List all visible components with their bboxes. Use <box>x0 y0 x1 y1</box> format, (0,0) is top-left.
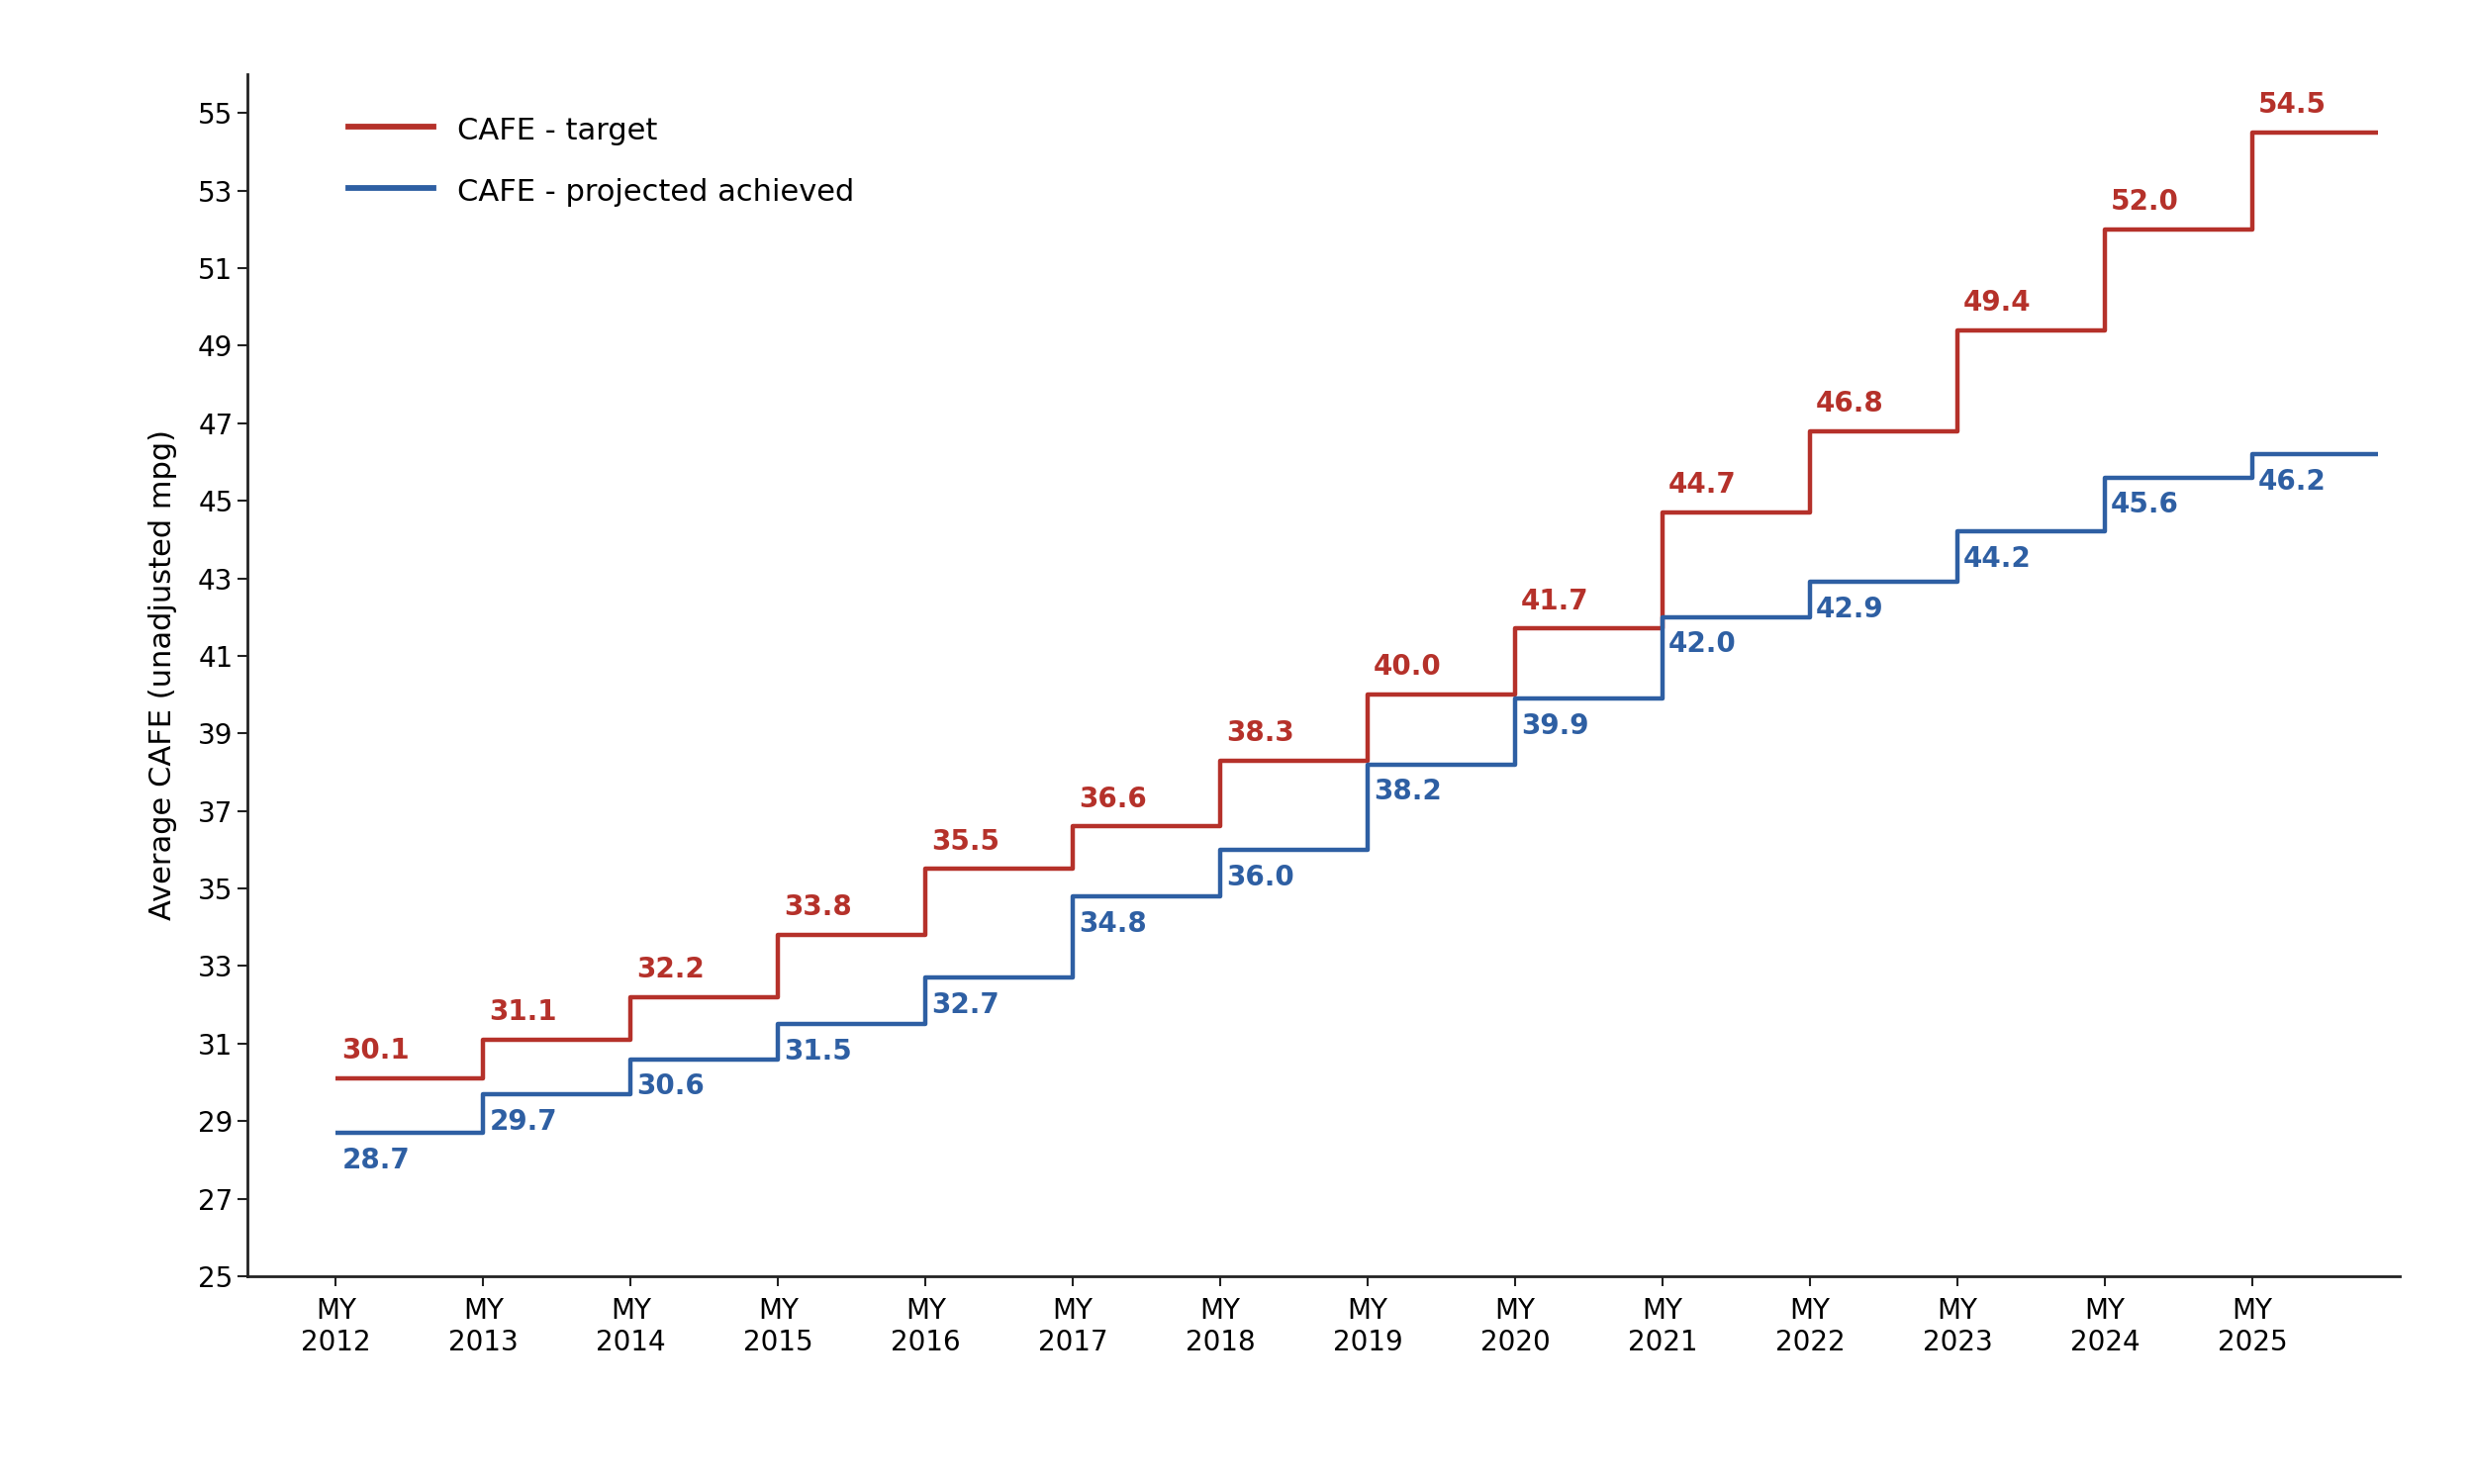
Text: 54.5: 54.5 <box>2259 91 2326 119</box>
Text: 36.0: 36.0 <box>1227 864 1294 890</box>
Text: 31.1: 31.1 <box>490 999 557 1025</box>
Text: 42.0: 42.0 <box>1667 631 1737 659</box>
Text: 33.8: 33.8 <box>784 893 851 922</box>
Text: 40.0: 40.0 <box>1373 653 1442 681</box>
Text: 34.8: 34.8 <box>1079 910 1148 938</box>
Text: 32.7: 32.7 <box>930 991 999 1020</box>
Text: 41.7: 41.7 <box>1522 588 1588 614</box>
Text: 44.7: 44.7 <box>1667 470 1737 499</box>
Text: 31.5: 31.5 <box>784 1037 851 1066</box>
Y-axis label: Average CAFE (unadjusted mpg): Average CAFE (unadjusted mpg) <box>148 430 178 920</box>
Text: 45.6: 45.6 <box>2110 491 2180 519</box>
Text: 28.7: 28.7 <box>341 1146 411 1174</box>
Text: 29.7: 29.7 <box>490 1107 557 1135</box>
Legend: CAFE - target, CAFE - projected achieved: CAFE - target, CAFE - projected achieved <box>349 113 854 206</box>
Text: 30.6: 30.6 <box>636 1073 705 1100</box>
Text: 36.6: 36.6 <box>1079 785 1148 813</box>
Text: 39.9: 39.9 <box>1522 712 1588 739</box>
Text: 46.2: 46.2 <box>2259 467 2326 496</box>
Text: 38.2: 38.2 <box>1373 778 1442 806</box>
Text: 35.5: 35.5 <box>930 828 999 855</box>
Text: 42.9: 42.9 <box>1816 595 1883 623</box>
Text: 30.1: 30.1 <box>341 1037 411 1066</box>
Text: 46.8: 46.8 <box>1816 390 1885 417</box>
Text: 44.2: 44.2 <box>1964 545 2031 573</box>
Text: 52.0: 52.0 <box>2110 188 2180 215</box>
Text: 32.2: 32.2 <box>636 956 705 984</box>
Text: 49.4: 49.4 <box>1964 289 2031 316</box>
Text: 38.3: 38.3 <box>1227 720 1294 746</box>
